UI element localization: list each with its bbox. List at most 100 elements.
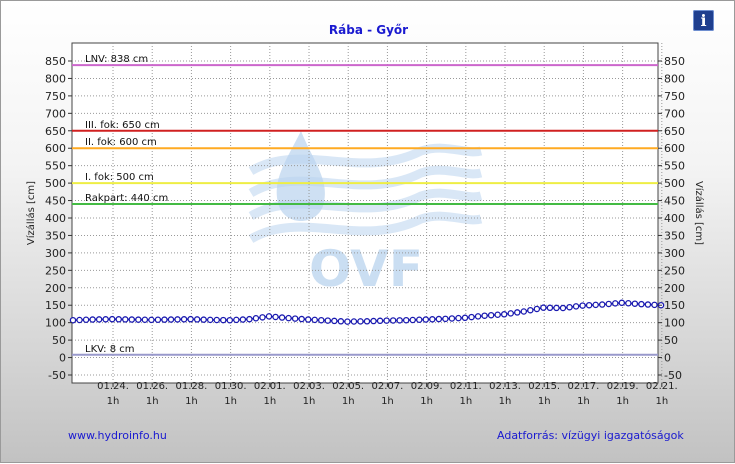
data-point [507, 310, 514, 317]
data-point [135, 316, 142, 323]
y-tick-label: 800 [45, 72, 66, 85]
y-tick-label-right: 350 [664, 229, 685, 242]
data-point [514, 309, 521, 316]
data-point [540, 304, 547, 311]
data-point [579, 302, 586, 309]
data-point [122, 316, 129, 323]
data-point [82, 316, 90, 324]
y-tick-label-right: 850 [664, 55, 685, 68]
reference-label: Rakpart: 440 cm [85, 193, 168, 204]
data-point [304, 316, 312, 323]
reference-label: II. fok: 600 cm [85, 137, 157, 148]
footer-data-source: Adatforrás: vízügyi igazgatóságok [497, 429, 684, 442]
data-point [148, 316, 155, 324]
x-tick-date: 02.11. [450, 381, 482, 392]
data-point [246, 315, 253, 323]
data-point [89, 316, 96, 323]
x-tick-date: 01.26. [136, 381, 168, 392]
data-point [533, 305, 541, 313]
x-tick-time: 1h [499, 396, 512, 407]
data-point [527, 306, 534, 314]
y-tick-label-right: 700 [664, 107, 685, 120]
data-point [481, 312, 488, 319]
y-tick-label: 200 [45, 282, 66, 295]
y-tick-label-right: 550 [664, 160, 685, 173]
x-tick-time: 1h [224, 396, 237, 407]
y-axis-label-right: Vízállás [cm] [693, 181, 705, 245]
data-point [193, 316, 201, 323]
y-tick-label: 150 [45, 299, 66, 312]
data-point [278, 314, 286, 321]
watermark-wave [248, 165, 483, 197]
x-tick-date: 01.24. [97, 381, 129, 392]
data-point [324, 317, 332, 324]
y-tick-label-right: 200 [664, 282, 685, 295]
y-tick-label: 50 [52, 334, 66, 347]
watermark-drop [276, 131, 325, 221]
data-point [259, 314, 266, 321]
data-point [638, 300, 645, 308]
reference-label: I. fok: 500 cm [85, 172, 154, 183]
data-point [461, 314, 469, 322]
x-tick-time: 1h [655, 396, 668, 407]
y-tick-label-right: 450 [664, 195, 685, 208]
x-tick-date: 02.19. [607, 381, 639, 392]
data-point [285, 314, 292, 322]
data-point [448, 315, 456, 322]
y-tick-label: 550 [45, 160, 66, 173]
x-tick-time: 1h [185, 396, 198, 407]
reference-label: III. fok: 650 cm [85, 120, 160, 131]
data-point [102, 316, 109, 323]
x-tick-time: 1h [577, 396, 590, 407]
info-icon[interactable]: i [693, 10, 714, 31]
y-tick-label: 250 [45, 264, 66, 277]
data-point [252, 314, 260, 322]
data-point [115, 316, 122, 323]
reference-label: LNV: 838 cm [85, 54, 148, 65]
data-point [161, 316, 168, 323]
y-tick-label-right: 250 [664, 264, 685, 277]
data-point [429, 316, 436, 323]
y-tick-label: 850 [45, 55, 66, 68]
x-tick-time: 1h [146, 396, 159, 407]
y-tick-label: 700 [45, 107, 66, 120]
data-point [605, 300, 612, 308]
data-point [233, 316, 240, 324]
x-tick-date: 02.13. [489, 381, 521, 392]
reference-label: LKV: 8 cm [85, 344, 134, 355]
data-point [357, 318, 364, 325]
data-point [318, 316, 325, 324]
y-tick-label: 350 [45, 229, 66, 242]
data-point [265, 313, 273, 320]
y-tick-label-right: 650 [664, 125, 685, 138]
data-point [585, 301, 593, 309]
data-point [442, 315, 449, 323]
data-point [383, 317, 390, 324]
x-tick-date: 02.05. [332, 381, 364, 392]
x-tick-date: 02.09. [411, 381, 443, 392]
data-point [154, 316, 162, 324]
data-point [291, 315, 299, 322]
footer-link-hydroinfo[interactable]: www.hydroinfo.hu [68, 429, 167, 442]
data-point [546, 304, 554, 312]
data-point [651, 301, 658, 309]
data-point [592, 301, 599, 309]
data-point [625, 299, 632, 307]
data-point [108, 315, 116, 323]
data-point [500, 311, 508, 318]
data-point [416, 316, 423, 324]
data-point [76, 316, 83, 324]
data-point [363, 318, 371, 325]
data-point [422, 316, 430, 323]
data-point [487, 311, 495, 319]
data-point [141, 316, 149, 324]
x-tick-date: 02.17. [568, 381, 600, 392]
y-tick-label-right: 100 [664, 317, 685, 330]
y-tick-label: 0 [59, 352, 66, 365]
x-tick-date: 02.07. [372, 381, 404, 392]
y-tick-label: 750 [45, 90, 66, 103]
data-point [180, 316, 188, 323]
plot-area [71, 42, 659, 384]
